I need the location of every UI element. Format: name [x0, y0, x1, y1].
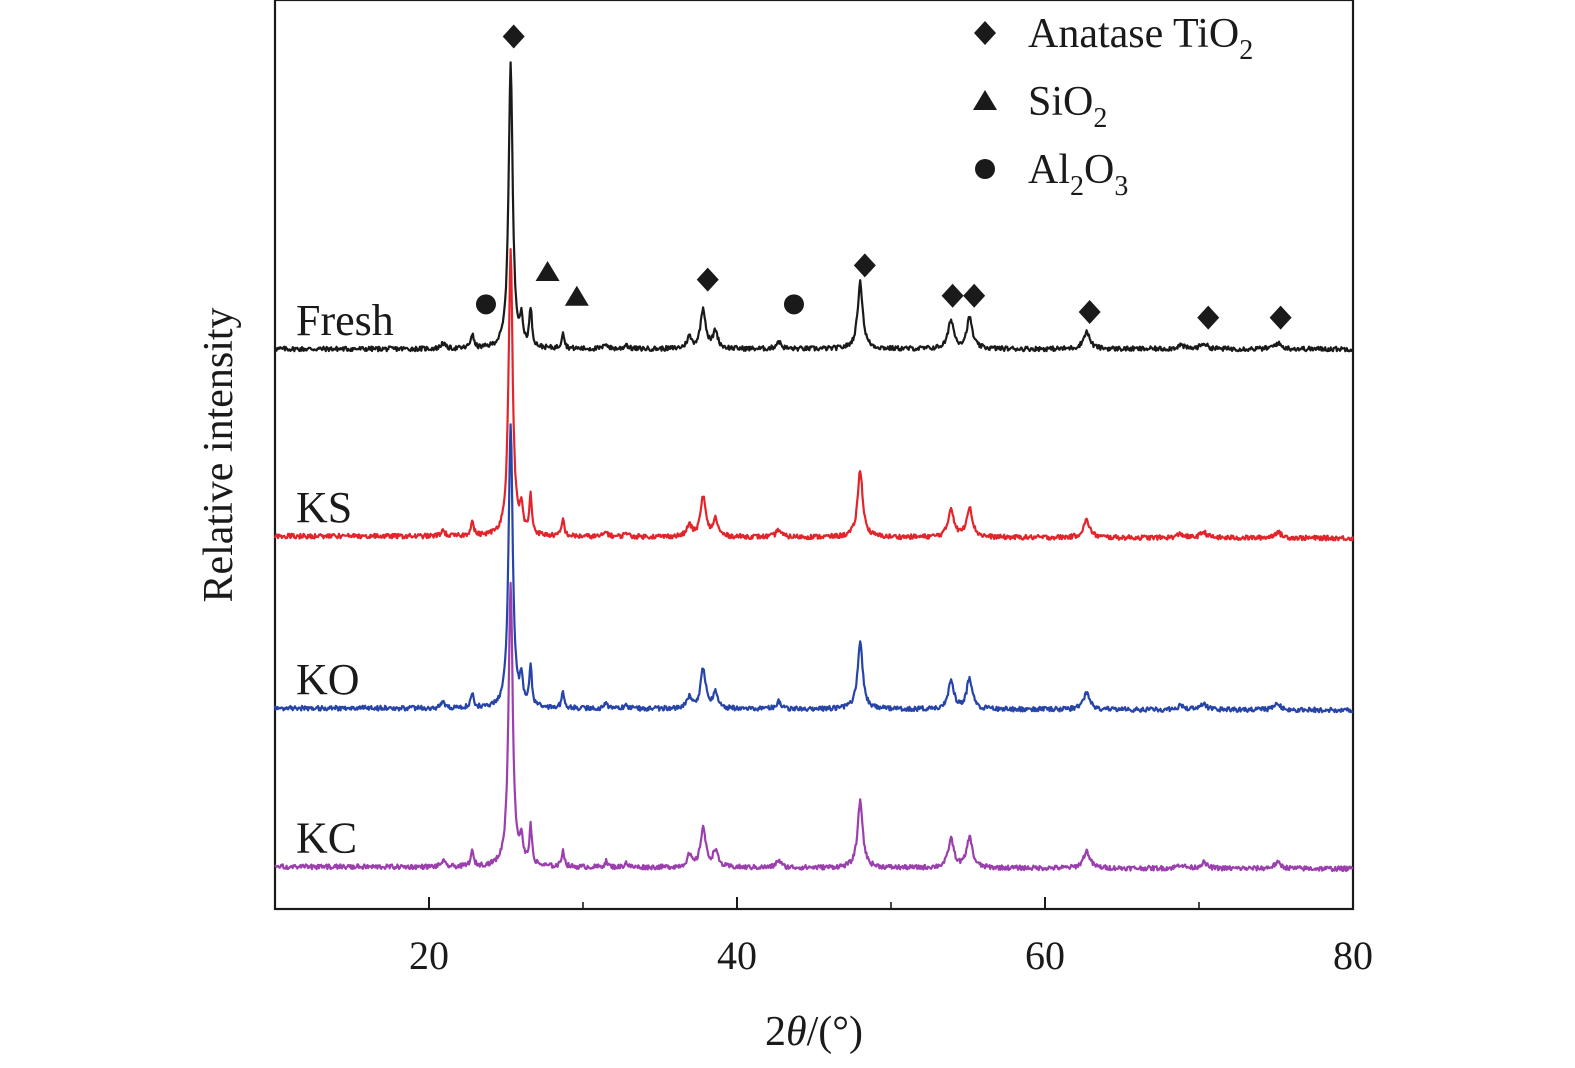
x-axis-title-suffix: /(°) [807, 1009, 863, 1055]
diamond-marker [502, 24, 525, 49]
series-label-ko: KO [296, 655, 360, 704]
circle-marker [475, 294, 496, 315]
legend-label: Al2​O3​ [1028, 147, 1128, 202]
circle-marker [783, 294, 804, 315]
legend-item: Anatase TiO2​ [974, 11, 1253, 66]
plot-frame [273, 0, 1355, 911]
series-label-ks: KS [296, 483, 352, 532]
legend-label: Anatase TiO2​ [1028, 11, 1253, 66]
legend-triangle-icon [973, 90, 997, 110]
diamond-marker [853, 253, 876, 278]
triangle-marker [535, 261, 560, 282]
x-tick-label: 80 [1333, 933, 1373, 978]
legend-circle-icon [975, 159, 995, 179]
x-tick-label: 40 [717, 933, 757, 978]
x-tick-label: 20 [409, 933, 449, 978]
legend-item: Al2​O3​ [975, 147, 1128, 202]
legend-label: SiO2​ [1028, 79, 1107, 134]
legend-diamond-icon [974, 21, 996, 45]
series-label-fresh: Fresh [296, 296, 394, 345]
peak-marker-layer [475, 24, 1292, 330]
series-label-kc: KC [296, 814, 357, 863]
x-tick-label: 60 [1025, 933, 1065, 978]
diamond-marker [941, 283, 964, 308]
series-line-ko [273, 423, 1354, 714]
x-axis: 20 40 60 80 [274, 897, 1373, 978]
diamond-marker [963, 283, 986, 308]
series-layer [273, 61, 1355, 873]
legend-item: SiO2​ [973, 79, 1107, 134]
diamond-marker [1269, 305, 1292, 330]
plot-area: Fresh KS KO KC [273, 0, 1355, 911]
series-line-ks [273, 248, 1355, 542]
legend: Anatase TiO2​ SiO2​ Al2​O3​ [973, 11, 1253, 202]
series-line-kc [274, 581, 1354, 873]
x-axis-title: 2θ/(°) [765, 1009, 863, 1055]
diamond-marker [1078, 299, 1101, 324]
diamond-marker [696, 267, 719, 292]
y-axis-title: Relative intensity [196, 307, 242, 602]
diamond-marker [1197, 305, 1220, 330]
series-line-fresh [274, 61, 1354, 353]
x-axis-title-theta: θ [786, 1009, 807, 1055]
x-axis-title-prefix: 2 [765, 1009, 786, 1055]
series-label-layer: Fresh KS KO KC [296, 296, 394, 863]
triangle-marker [564, 285, 589, 306]
